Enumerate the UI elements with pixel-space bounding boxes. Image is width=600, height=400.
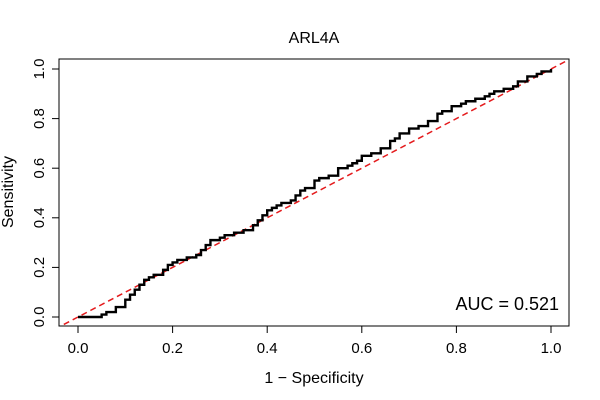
x-tick-label: 0.8 [446, 340, 467, 357]
x-tick-label: 0.0 [68, 340, 89, 357]
y-tick-label: 1.0 [31, 59, 48, 80]
y-tick-label: 0.8 [31, 108, 48, 129]
series-layer [63, 60, 566, 326]
x-tick-label: 0.2 [162, 340, 183, 357]
x-axis-label: 1 − Specificity [264, 370, 363, 387]
y-tick-label: 0.4 [31, 207, 48, 228]
x-tick-label: 0.4 [257, 340, 278, 357]
x-tick-label: 1.0 [541, 340, 562, 357]
y-tick-label: 0.2 [31, 257, 48, 278]
x-tick-label: 0.6 [351, 340, 372, 357]
y-tick-label: 0.0 [31, 307, 48, 328]
roc-curve-line [78, 69, 553, 319]
y-axis: 0.0 0.2 0.4 0.6 0.8 1.0 [31, 59, 60, 328]
x-axis: 0.0 0.2 0.4 0.6 0.8 1.0 [68, 325, 562, 357]
y-tick-label: 0.6 [31, 158, 48, 179]
y-axis-label: Sensitivity [0, 156, 17, 228]
auc-annotation: AUC = 0.521 [455, 294, 559, 314]
chart-title: ARL4A [289, 30, 340, 47]
